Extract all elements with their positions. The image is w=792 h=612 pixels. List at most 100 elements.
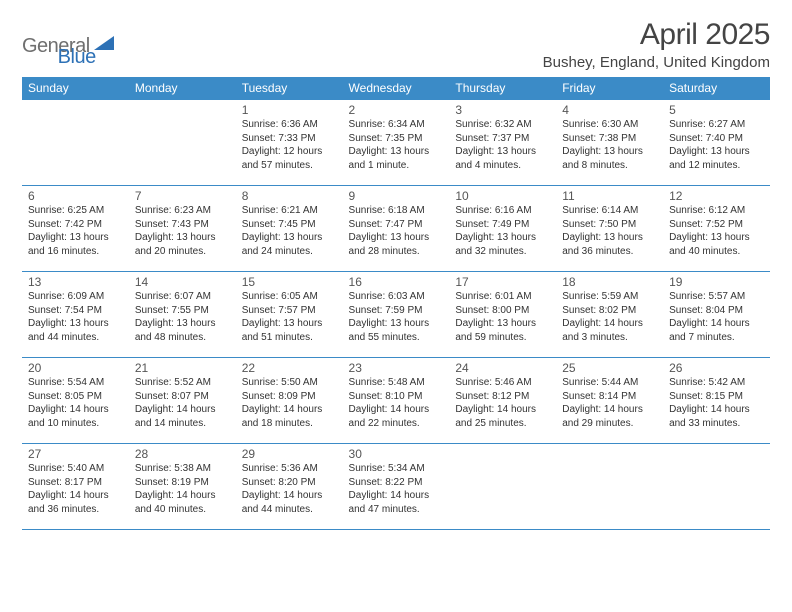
sunrise: Sunrise: 5:42 AM (669, 376, 764, 390)
calendar-week: 13Sunrise: 6:09 AMSunset: 7:54 PMDayligh… (22, 272, 770, 358)
sunset: Sunset: 7:55 PM (135, 304, 230, 318)
calendar-cell: 30Sunrise: 5:34 AMSunset: 8:22 PMDayligh… (343, 444, 450, 530)
calendar-head: SundayMondayTuesdayWednesdayThursdayFrid… (22, 77, 770, 100)
calendar-cell: 25Sunrise: 5:44 AMSunset: 8:14 PMDayligh… (556, 358, 663, 444)
day-info: Sunrise: 5:54 AMSunset: 8:05 PMDaylight:… (28, 376, 123, 430)
sunset: Sunset: 8:07 PM (135, 390, 230, 404)
logo: General Blue (22, 18, 96, 69)
day-number: 15 (242, 272, 337, 290)
calendar-cell: 28Sunrise: 5:38 AMSunset: 8:19 PMDayligh… (129, 444, 236, 530)
day-number: 9 (349, 186, 444, 204)
sunset: Sunset: 7:49 PM (455, 218, 550, 232)
sunset: Sunset: 8:20 PM (242, 476, 337, 490)
day-number: 22 (242, 358, 337, 376)
daylight: Daylight: 13 hours and 16 minutes. (28, 231, 123, 258)
sunset: Sunset: 8:05 PM (28, 390, 123, 404)
calendar-cell: 10Sunrise: 6:16 AMSunset: 7:49 PMDayligh… (449, 186, 556, 272)
daylight: Daylight: 14 hours and 40 minutes. (135, 489, 230, 516)
calendar-cell: 13Sunrise: 6:09 AMSunset: 7:54 PMDayligh… (22, 272, 129, 358)
page-title: April 2025 (543, 18, 770, 52)
sunset: Sunset: 8:10 PM (349, 390, 444, 404)
sunrise: Sunrise: 6:27 AM (669, 118, 764, 132)
day-header: Tuesday (236, 77, 343, 100)
sunset: Sunset: 8:17 PM (28, 476, 123, 490)
day-info: Sunrise: 6:12 AMSunset: 7:52 PMDaylight:… (669, 204, 764, 258)
calendar-week: 6Sunrise: 6:25 AMSunset: 7:42 PMDaylight… (22, 186, 770, 272)
day-number: 3 (455, 100, 550, 118)
sunrise: Sunrise: 6:01 AM (455, 290, 550, 304)
daylight: Daylight: 14 hours and 3 minutes. (562, 317, 657, 344)
day-number: 21 (135, 358, 230, 376)
sunrise: Sunrise: 5:52 AM (135, 376, 230, 390)
calendar-cell: 5Sunrise: 6:27 AMSunset: 7:40 PMDaylight… (663, 100, 770, 186)
day-number: 20 (28, 358, 123, 376)
sunset: Sunset: 8:02 PM (562, 304, 657, 318)
day-info: Sunrise: 6:21 AMSunset: 7:45 PMDaylight:… (242, 204, 337, 258)
calendar-cell: 17Sunrise: 6:01 AMSunset: 8:00 PMDayligh… (449, 272, 556, 358)
daylight: Daylight: 13 hours and 40 minutes. (669, 231, 764, 258)
calendar-week: 1Sunrise: 6:36 AMSunset: 7:33 PMDaylight… (22, 100, 770, 186)
day-number: 10 (455, 186, 550, 204)
day-number: 5 (669, 100, 764, 118)
day-number: 7 (135, 186, 230, 204)
sunrise: Sunrise: 6:32 AM (455, 118, 550, 132)
daylight: Daylight: 13 hours and 20 minutes. (135, 231, 230, 258)
daylight: Daylight: 14 hours and 14 minutes. (135, 403, 230, 430)
sunset: Sunset: 8:14 PM (562, 390, 657, 404)
sunset: Sunset: 7:35 PM (349, 132, 444, 146)
sunrise: Sunrise: 6:34 AM (349, 118, 444, 132)
day-number: 12 (669, 186, 764, 204)
title-block: April 2025 Bushey, England, United Kingd… (543, 18, 770, 71)
daylight: Daylight: 13 hours and 44 minutes. (28, 317, 123, 344)
calendar-cell: 3Sunrise: 6:32 AMSunset: 7:37 PMDaylight… (449, 100, 556, 186)
day-number: 14 (135, 272, 230, 290)
sunset: Sunset: 7:47 PM (349, 218, 444, 232)
sunrise: Sunrise: 6:23 AM (135, 204, 230, 218)
day-info: Sunrise: 5:46 AMSunset: 8:12 PMDaylight:… (455, 376, 550, 430)
location: Bushey, England, United Kingdom (543, 54, 770, 71)
day-number: 29 (242, 444, 337, 462)
logo-triangle-icon (94, 36, 114, 55)
calendar-body: 1Sunrise: 6:36 AMSunset: 7:33 PMDaylight… (22, 100, 770, 530)
sunrise: Sunrise: 5:57 AM (669, 290, 764, 304)
day-info: Sunrise: 5:34 AMSunset: 8:22 PMDaylight:… (349, 462, 444, 516)
sunset: Sunset: 7:42 PM (28, 218, 123, 232)
sunset: Sunset: 7:52 PM (669, 218, 764, 232)
day-info: Sunrise: 6:01 AMSunset: 8:00 PMDaylight:… (455, 290, 550, 344)
sunrise: Sunrise: 6:21 AM (242, 204, 337, 218)
day-number: 18 (562, 272, 657, 290)
calendar-cell: 14Sunrise: 6:07 AMSunset: 7:55 PMDayligh… (129, 272, 236, 358)
daylight: Daylight: 13 hours and 4 minutes. (455, 145, 550, 172)
daylight: Daylight: 13 hours and 59 minutes. (455, 317, 550, 344)
day-info: Sunrise: 6:23 AMSunset: 7:43 PMDaylight:… (135, 204, 230, 258)
day-info: Sunrise: 5:59 AMSunset: 8:02 PMDaylight:… (562, 290, 657, 344)
sunrise: Sunrise: 6:36 AM (242, 118, 337, 132)
calendar-cell: 15Sunrise: 6:05 AMSunset: 7:57 PMDayligh… (236, 272, 343, 358)
sunrise: Sunrise: 6:09 AM (28, 290, 123, 304)
day-info: Sunrise: 6:03 AMSunset: 7:59 PMDaylight:… (349, 290, 444, 344)
calendar-cell: 1Sunrise: 6:36 AMSunset: 7:33 PMDaylight… (236, 100, 343, 186)
day-header: Monday (129, 77, 236, 100)
day-info: Sunrise: 5:50 AMSunset: 8:09 PMDaylight:… (242, 376, 337, 430)
calendar-cell: 18Sunrise: 5:59 AMSunset: 8:02 PMDayligh… (556, 272, 663, 358)
daylight: Daylight: 13 hours and 1 minute. (349, 145, 444, 172)
day-info: Sunrise: 6:32 AMSunset: 7:37 PMDaylight:… (455, 118, 550, 172)
sunrise: Sunrise: 6:05 AM (242, 290, 337, 304)
calendar-cell (129, 100, 236, 186)
day-info: Sunrise: 5:36 AMSunset: 8:20 PMDaylight:… (242, 462, 337, 516)
day-info: Sunrise: 5:40 AMSunset: 8:17 PMDaylight:… (28, 462, 123, 516)
day-number: 13 (28, 272, 123, 290)
day-header: Sunday (22, 77, 129, 100)
sunrise: Sunrise: 5:44 AM (562, 376, 657, 390)
logo-text-blue: Blue (58, 46, 96, 69)
calendar-cell: 8Sunrise: 6:21 AMSunset: 7:45 PMDaylight… (236, 186, 343, 272)
daylight: Daylight: 13 hours and 24 minutes. (242, 231, 337, 258)
daylight: Daylight: 14 hours and 22 minutes. (349, 403, 444, 430)
day-number: 2 (349, 100, 444, 118)
sunset: Sunset: 8:09 PM (242, 390, 337, 404)
calendar-table: SundayMondayTuesdayWednesdayThursdayFrid… (22, 77, 770, 530)
day-number: 6 (28, 186, 123, 204)
sunset: Sunset: 8:00 PM (455, 304, 550, 318)
sunrise: Sunrise: 6:16 AM (455, 204, 550, 218)
sunset: Sunset: 7:50 PM (562, 218, 657, 232)
